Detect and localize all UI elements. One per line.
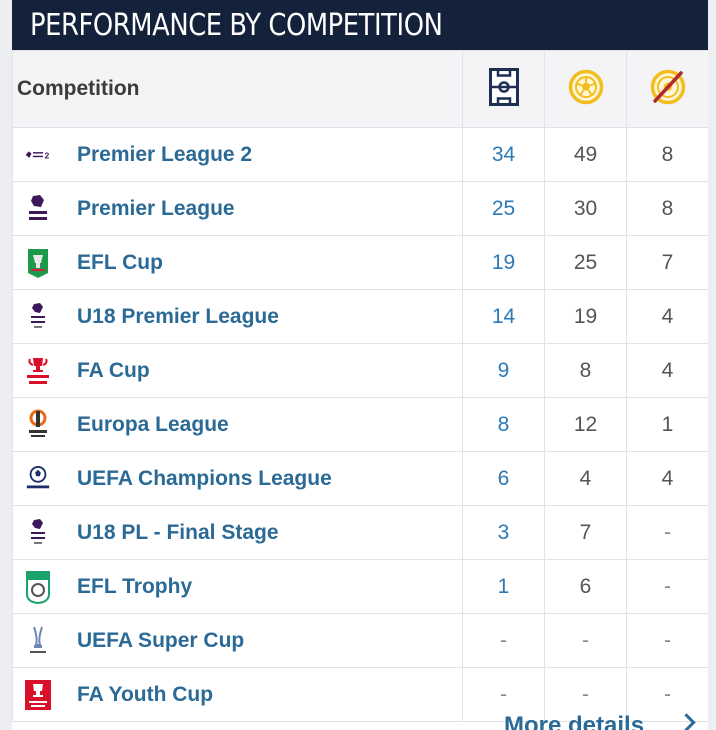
efl-trophy-logo-icon <box>25 570 51 604</box>
apps-value: 34 <box>462 127 545 182</box>
third-stat-value: - <box>626 559 708 614</box>
goals-value: 6 <box>544 559 627 614</box>
table-row[interactable]: UEFA Super Cup - - - <box>12 613 708 668</box>
competition-name[interactable]: EFL Trophy <box>77 574 193 598</box>
fa-cup-logo-icon <box>25 356 51 386</box>
performance-card: PERFORMANCE BY COMPETITION Competition <box>12 0 708 730</box>
goals-value: 19 <box>544 289 627 344</box>
apps-value: 1 <box>462 559 545 614</box>
table-row[interactable]: Premier League 25 30 8 <box>12 181 708 236</box>
competition-name[interactable]: Europa League <box>77 412 229 436</box>
section-title: PERFORMANCE BY COMPETITION <box>30 7 443 43</box>
third-stat-column-header[interactable] <box>626 50 708 128</box>
competition-name[interactable]: FA Cup <box>77 358 150 382</box>
goals-column-header[interactable] <box>544 50 627 128</box>
premier-league-logo-icon <box>25 194 51 224</box>
no-goals-icon <box>650 69 685 104</box>
competition-name[interactable]: FA Youth Cup <box>77 682 214 706</box>
svg-text:2: 2 <box>45 150 50 160</box>
goals-value: 30 <box>544 181 627 236</box>
competition-name[interactable]: U18 Premier League <box>77 304 279 328</box>
table-row[interactable]: Europa League 8 12 1 <box>12 397 708 452</box>
table-header-row: Competition <box>12 50 708 128</box>
competition-name[interactable]: EFL Cup <box>77 250 163 274</box>
competition-name[interactable]: Premier League <box>77 196 235 220</box>
third-stat-value: 8 <box>626 127 708 182</box>
pitch-icon <box>488 67 519 106</box>
table-row[interactable]: UEFA Champions League 6 4 4 <box>12 451 708 506</box>
apps-value: 6 <box>462 451 545 506</box>
apps-value: 3 <box>462 505 545 560</box>
more-details-link[interactable]: More details <box>504 712 645 730</box>
apps-value: 8 <box>462 397 545 452</box>
competition-name[interactable]: UEFA Super Cup <box>77 628 245 652</box>
appearances-column-header[interactable] <box>462 50 545 128</box>
apps-value: 19 <box>462 235 545 290</box>
table-row[interactable]: 2 Premier League 2 34 49 8 <box>12 127 708 182</box>
table-row[interactable]: U18 Premier League 14 19 4 <box>12 289 708 344</box>
goals-value: 4 <box>544 451 627 506</box>
efl-cup-logo-icon <box>25 248 51 278</box>
apps-value: - <box>462 613 545 668</box>
competition-name[interactable]: Premier League 2 <box>77 142 253 166</box>
apps-value: 14 <box>462 289 545 344</box>
fa-youth-cup-logo-icon <box>25 679 51 710</box>
competition-name[interactable]: UEFA Champions League <box>77 466 332 490</box>
third-stat-value: 8 <box>626 181 708 236</box>
table-row[interactable]: FA Youth Cup - - - <box>12 667 708 722</box>
apps-value: 25 <box>462 181 545 236</box>
third-stat-value: 4 <box>626 289 708 344</box>
uefa-super-cup-logo-icon <box>25 626 51 656</box>
europa-league-logo-icon <box>25 409 51 440</box>
goal-ball-icon <box>568 69 603 104</box>
third-stat-value: 1 <box>626 397 708 452</box>
table-row[interactable]: EFL Cup 19 25 7 <box>12 235 708 290</box>
goals-value: 25 <box>544 235 627 290</box>
champions-league-logo-icon <box>25 464 51 494</box>
goals-value: 7 <box>544 505 627 560</box>
goals-value: - <box>544 667 627 722</box>
section-header: PERFORMANCE BY COMPETITION <box>12 0 708 50</box>
table-row[interactable]: U18 PL - Final Stage 3 7 - <box>12 505 708 560</box>
goals-value: 8 <box>544 343 627 398</box>
table-row[interactable]: EFL Trophy 1 6 - <box>12 559 708 614</box>
third-stat-value: 4 <box>626 451 708 506</box>
third-stat-value: - <box>626 613 708 668</box>
third-stat-value: 7 <box>626 235 708 290</box>
competition-name[interactable]: U18 PL - Final Stage <box>77 520 279 544</box>
premier-league-2-logo-icon: 2 <box>25 140 51 170</box>
competition-table: Competition <box>12 50 708 722</box>
goals-value: 12 <box>544 397 627 452</box>
third-stat-value: - <box>626 505 708 560</box>
apps-value: - <box>462 667 545 722</box>
u18-pl-final-stage-logo-icon <box>25 518 51 548</box>
u18-premier-league-logo-icon <box>25 302 51 332</box>
third-stat-value: - <box>626 667 708 722</box>
goals-value: 49 <box>544 127 627 182</box>
third-stat-value: 4 <box>626 343 708 398</box>
apps-value: 9 <box>462 343 545 398</box>
goals-value: - <box>544 613 627 668</box>
competition-column-header: Competition <box>12 50 463 128</box>
table-row[interactable]: FA Cup 9 8 4 <box>12 343 708 398</box>
